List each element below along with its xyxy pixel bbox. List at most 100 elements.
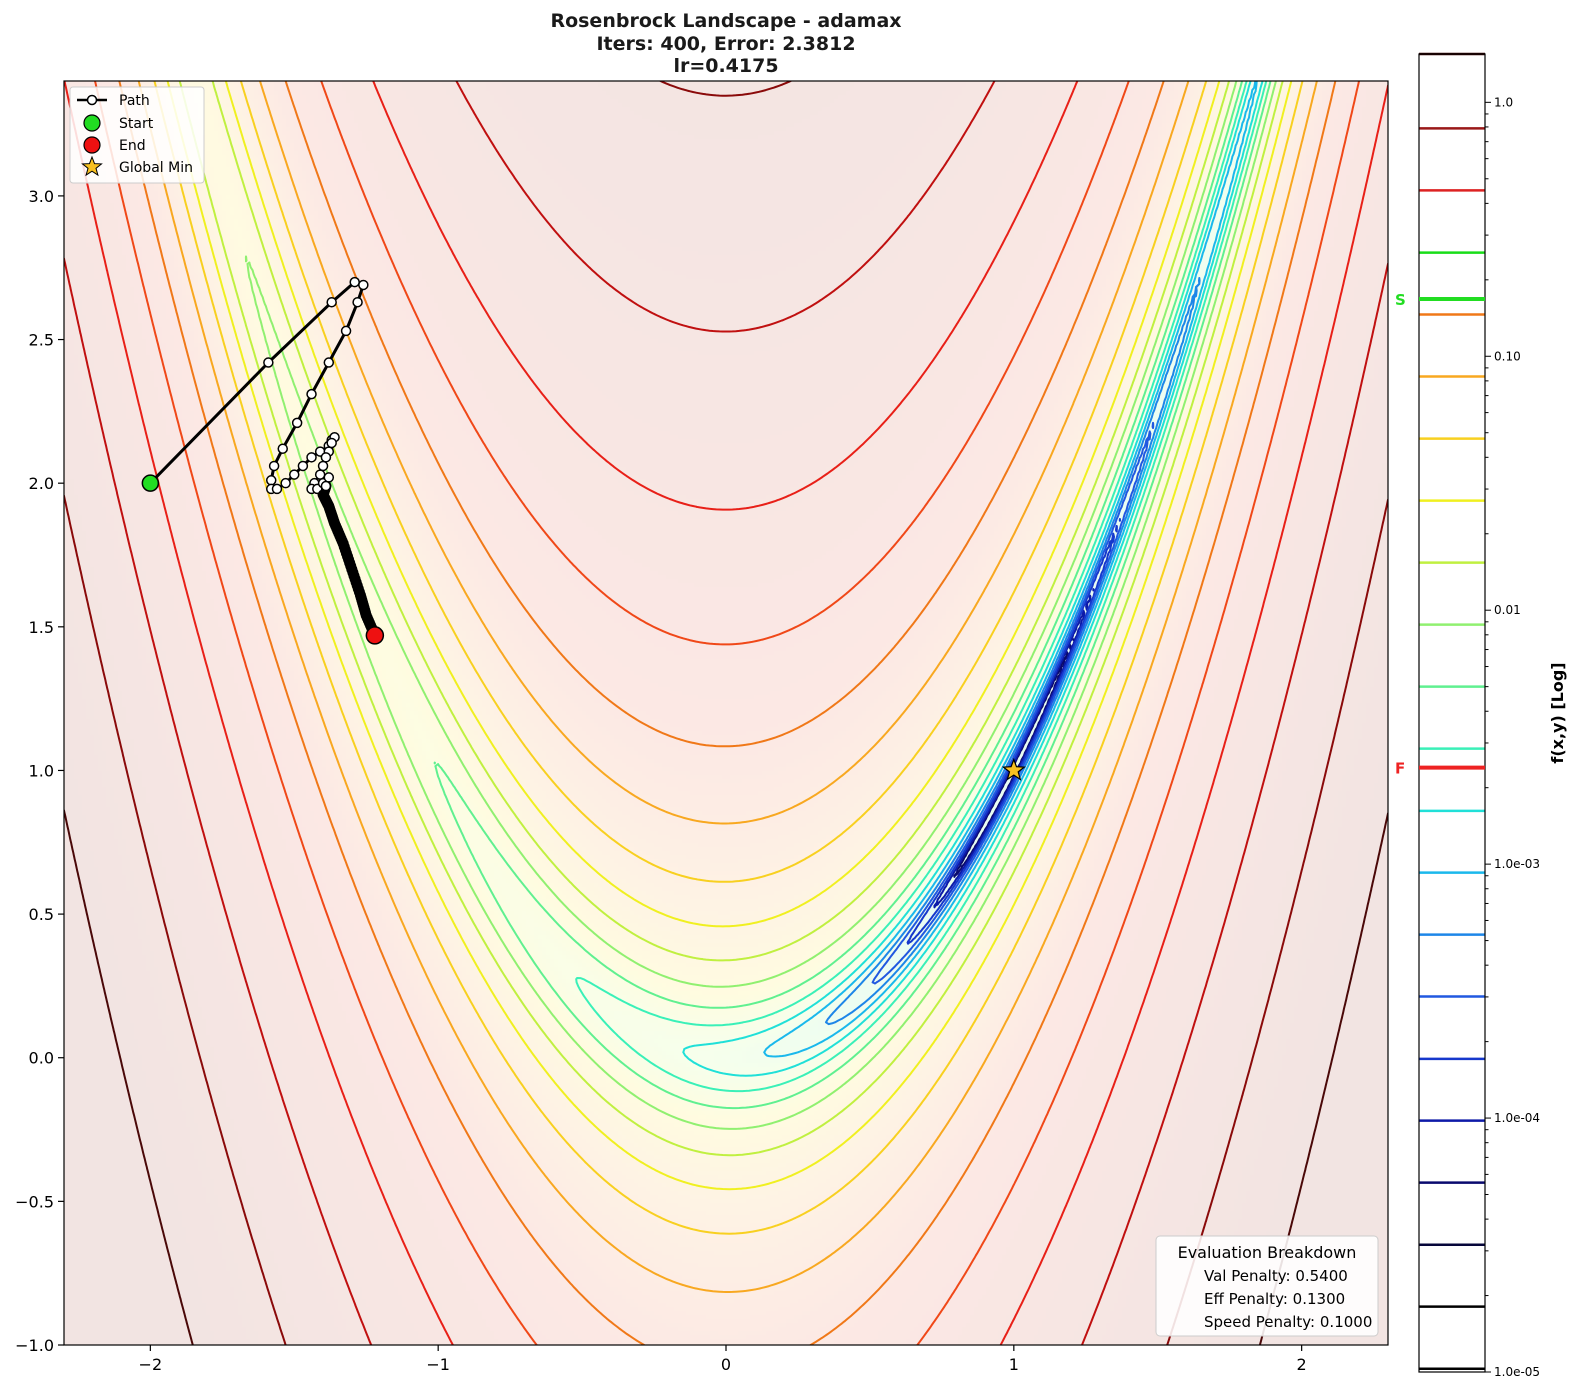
legend-start-marker-icon — [83, 114, 101, 132]
colorbar-tick-label: 0.01 — [1494, 603, 1521, 617]
x-tick-label: 0 — [721, 1355, 731, 1374]
path-marker — [326, 296, 337, 308]
colorbar-tick-label: 0.10 — [1494, 349, 1521, 363]
contour-level-8 — [433, 81, 1272, 1110]
path-marker — [360, 610, 372, 621]
colorbar-ticks: 1.0 0.10 0.01 1.0e-03 1.0e-04 1.0e-05 — [1485, 95, 1540, 1379]
contour-level-3 — [871, 421, 1155, 985]
x-tick-label: −2 — [139, 1355, 163, 1374]
y-tick-label: 3.0 — [29, 187, 54, 206]
path-marker — [320, 452, 332, 463]
colorbar-tick-label: 1.0e-04 — [1494, 1111, 1540, 1125]
path-marker — [317, 460, 329, 472]
path-marker — [329, 518, 340, 529]
path-marker — [317, 489, 329, 500]
heatmap-background — [64, 81, 1388, 1345]
path-marker — [306, 388, 317, 400]
path-marker — [263, 357, 274, 368]
legend-item-global-min: Global Min — [81, 155, 193, 177]
path-marker — [326, 437, 337, 449]
path-marker — [280, 477, 291, 489]
y-tick-label: −0.5 — [15, 1192, 54, 1211]
contour-level-16 — [64, 81, 1388, 1345]
path-marker — [297, 460, 309, 472]
y-tick-label: 2.0 — [29, 474, 54, 493]
legend-end-marker-icon — [83, 136, 101, 154]
contour-level-7 — [575, 81, 1268, 1093]
colorbar: 1.00.100.011.0e-031.0e-041.0e-05 SF f(x,… — [1395, 52, 1567, 1379]
contour-level-13 — [137, 81, 1318, 1293]
legend-label-start: Start — [119, 116, 154, 132]
contour-level-14 — [118, 81, 1337, 1345]
colorbar-label: f(x,y) [Log] — [1548, 662, 1567, 763]
plot-area — [63, 80, 1389, 1346]
path-marker — [265, 475, 277, 486]
colorbar-marker-label: S — [1395, 291, 1406, 309]
legend-label-path: Path — [119, 93, 150, 109]
path-marker — [323, 472, 335, 483]
optimizer-path — [141, 276, 1026, 781]
contour-level-1 — [933, 588, 1095, 909]
path-marker — [358, 279, 369, 291]
x-tick-label: 1 — [1009, 1355, 1019, 1374]
contour-level-11 — [166, 81, 1293, 1191]
path-marker — [289, 469, 300, 480]
evaluation-box — [1155, 1235, 1379, 1337]
legend-path-marker-icon — [86, 94, 98, 106]
colorbar-frame — [1418, 53, 1486, 1373]
y-tick-label: 2.5 — [29, 331, 54, 350]
title-line-3: lr=0.4175 — [673, 55, 778, 77]
colorbar-marker-label: F — [1395, 760, 1405, 778]
legend-item-path: Path — [77, 93, 150, 109]
evaluation-title: Evaluation Breakdown — [1178, 1243, 1357, 1262]
evaluation-val-penalty: Val Penalty: 0.5400 — [1204, 1267, 1348, 1285]
legend-item-start: Start — [83, 114, 154, 132]
path-marker — [268, 460, 280, 472]
x-tick-label: 2 — [1297, 1355, 1307, 1374]
legend-box — [69, 86, 205, 184]
path-marker — [337, 538, 349, 549]
contour-level-5 — [763, 81, 1258, 1058]
x-axis: −2 −1 0 1 2 — [139, 1345, 1307, 1374]
evaluation-eff-penalty: Eff Penalty: 0.1300 — [1204, 1290, 1345, 1308]
path-marker — [291, 417, 303, 429]
path-marker — [340, 325, 352, 337]
y-tick-label: −1.0 — [15, 1336, 54, 1355]
contour-level-12 — [153, 81, 1304, 1235]
end-marker — [365, 626, 385, 645]
start-marker — [141, 474, 160, 492]
y-axis: −1.0 −0.5 0.0 0.5 1.0 1.5 2.0 2.5 3.0 — [15, 187, 64, 1355]
x-tick-label: −1 — [426, 1355, 450, 1374]
path-marker — [277, 443, 288, 454]
path-marker — [352, 296, 363, 308]
path-marker — [323, 357, 335, 368]
global-min-star-icon — [1001, 757, 1026, 781]
contour-level-6 — [682, 81, 1264, 1077]
contour-level-17 — [64, 81, 1388, 1345]
evaluation-breakdown: Evaluation Breakdown Val Penalty: 0.5400… — [1155, 1235, 1379, 1337]
contour-level-4 — [825, 277, 1201, 1026]
contour-lines — [64, 81, 1388, 1345]
colorbar-markers: SF — [1395, 291, 1485, 778]
y-tick-label: 1.0 — [29, 761, 54, 780]
path-marker — [355, 589, 366, 601]
y-tick-label: 0.0 — [29, 1049, 54, 1068]
legend-label-global-min: Global Min — [119, 160, 193, 176]
colorbar-tick-label: 1.0e-03 — [1494, 857, 1540, 871]
legend: Path Start End Global Min — [69, 86, 205, 184]
legend-item-end: End — [83, 136, 146, 154]
path-marker — [346, 564, 358, 575]
title-line-1: Rosenbrock Landscape - adamax — [550, 10, 901, 32]
y-tick-label: 0.5 — [29, 905, 54, 924]
colorbar-tick-label: 1.0e-05 — [1494, 1365, 1540, 1379]
contour-level-18 — [64, 81, 1388, 1345]
contour-level-15 — [94, 81, 1360, 1345]
path-marker — [323, 500, 335, 512]
path-marker — [271, 483, 283, 495]
contour-level-9 — [244, 81, 1277, 1130]
colorbar-tick-label: 1.0 — [1494, 95, 1513, 109]
path-marker — [306, 452, 317, 463]
legend-star-icon — [81, 155, 103, 177]
path-marker — [314, 469, 326, 480]
